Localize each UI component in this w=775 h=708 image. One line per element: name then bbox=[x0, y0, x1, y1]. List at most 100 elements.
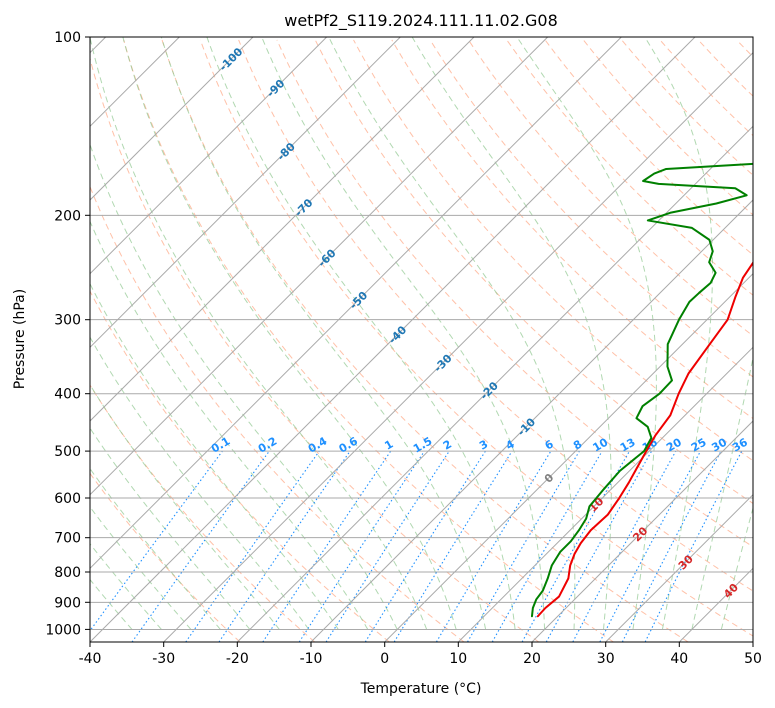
dry-adiabat-line bbox=[544, 39, 753, 256]
isotherm-line bbox=[90, 37, 475, 422]
mixing-ratio-line bbox=[599, 450, 702, 642]
isobars bbox=[90, 37, 753, 630]
isotherm-line bbox=[752, 641, 753, 642]
moist-adiabat-line bbox=[90, 467, 221, 630]
dry-adiabat-line bbox=[90, 472, 241, 642]
isotherm-line bbox=[90, 37, 254, 201]
isotherm-line bbox=[163, 51, 753, 642]
moist-adiabat-line bbox=[720, 506, 753, 630]
plot-area: 0.1 0.2 0.4 0.6 1 1.5 2 3 4 6 8 10 13 16 20 25 30 360-10-… bbox=[90, 37, 753, 642]
dry-adiabat-line bbox=[238, 39, 753, 592]
mixing-ratio-line bbox=[435, 450, 552, 642]
mixing-ratio-line bbox=[545, 450, 653, 642]
dry-adiabat-line bbox=[582, 39, 753, 216]
x-tick-label: 40 bbox=[670, 651, 688, 667]
moist-adiabat-line bbox=[90, 220, 369, 630]
moist-adiabat-line bbox=[90, 543, 162, 630]
mixing-ratio-line bbox=[218, 450, 351, 642]
moist-adiabat-line bbox=[90, 37, 428, 630]
isotherm-line bbox=[90, 37, 401, 349]
y-tick-label: 800 bbox=[54, 565, 81, 581]
y-tick-label: 400 bbox=[54, 387, 81, 403]
mixing-ratio-label: 25 bbox=[689, 436, 709, 455]
isotherm-line bbox=[236, 125, 753, 642]
x-tick-label: 20 bbox=[523, 651, 541, 667]
mixing-ratio-line bbox=[298, 450, 425, 642]
x-axis-label: Temperature (°C) bbox=[360, 681, 482, 697]
dry-adiabat-line bbox=[90, 185, 465, 642]
y-tick-label: 600 bbox=[54, 491, 81, 507]
mixing-ratio-line bbox=[131, 450, 270, 642]
mixing-ratio-line bbox=[621, 450, 722, 642]
x-tick-label: 30 bbox=[597, 651, 615, 667]
mixing-ratio-label: 20 bbox=[664, 435, 684, 454]
y-axis-label: Pressure (hPa) bbox=[12, 289, 28, 389]
plot-frame bbox=[89, 36, 754, 643]
dry-adiabat-line bbox=[123, 39, 614, 642]
dry-adiabat-line bbox=[90, 384, 315, 642]
moist-adiabat-line bbox=[122, 37, 457, 630]
mixing-ratio-label: 0.4 bbox=[306, 434, 330, 455]
dry-adiabat-line bbox=[314, 39, 753, 505]
dry-adiabat-line bbox=[90, 290, 390, 642]
mixing-ratio-label: 0.6 bbox=[337, 434, 361, 455]
moist-adiabat-line bbox=[328, 37, 576, 630]
x-tick-label: 10 bbox=[449, 651, 467, 667]
isotherm-line bbox=[531, 420, 753, 642]
isotherm-line bbox=[678, 567, 753, 642]
mixing-ratio-label: 1.5 bbox=[411, 435, 434, 456]
dry-adiabat-line bbox=[353, 39, 753, 462]
y-tick-label: 200 bbox=[54, 208, 81, 224]
dry-adiabat-label: 30 bbox=[676, 552, 696, 572]
dry-adiabat-line bbox=[276, 39, 753, 548]
dry-adiabat-line bbox=[468, 39, 753, 337]
moist-adiabat-line bbox=[90, 143, 398, 630]
moist-adiabat-line bbox=[90, 578, 133, 630]
dry-adiabat-line bbox=[391, 39, 753, 420]
mixing-ratio-line bbox=[644, 450, 743, 642]
mixing-ratio-line bbox=[572, 450, 677, 642]
isotherm-line bbox=[90, 37, 549, 496]
dry-adiabat-line bbox=[736, 39, 753, 58]
mixing-ratio-label: 6 bbox=[543, 437, 556, 452]
dry-adiabat-line bbox=[199, 39, 753, 637]
axes: -40 -30 -20 -10 0 10 20 30 40 5010009008007006005… bbox=[45, 30, 762, 667]
isotherm-line bbox=[90, 37, 622, 570]
moist-adiabat-label: -90 bbox=[264, 77, 287, 100]
mixing-ratio-line bbox=[90, 450, 223, 632]
mixing-ratio-line bbox=[364, 450, 486, 642]
moist-adiabat-line bbox=[90, 506, 192, 630]
mixing-ratio-line bbox=[185, 450, 320, 642]
chart-title: wetPf2_S119.2024.111.11.02.G08 bbox=[284, 11, 558, 31]
moist-adiabat-line bbox=[90, 427, 251, 630]
moist-adiabat-line bbox=[644, 37, 714, 630]
mixing-ratio-label: 3 bbox=[477, 438, 490, 453]
mixing-ratio-label: 1 bbox=[382, 438, 395, 453]
isopleth-labels: 0.1 0.2 0.4 0.6 1 1.5 2 3 4 6 8 10 13 16 20 25 30 360-10-… bbox=[209, 45, 750, 601]
moist-adiabat-label: 0 bbox=[542, 471, 557, 486]
y-tick-label: 500 bbox=[54, 444, 81, 460]
mixing-ratio-label: 0.2 bbox=[256, 435, 279, 456]
y-tick-label: 900 bbox=[54, 595, 81, 611]
moist-adiabats bbox=[90, 37, 753, 630]
y-tick-label: 100 bbox=[54, 30, 81, 46]
moist-adiabat-line bbox=[411, 37, 612, 630]
mixing-ratio-line bbox=[393, 450, 513, 642]
dry-adiabat-line bbox=[659, 39, 753, 137]
mixing-ratio-label: 0.1 bbox=[209, 435, 232, 456]
mixing-ratio-label: 4 bbox=[504, 437, 517, 452]
isotherm-line bbox=[605, 493, 753, 642]
moist-adiabat-line bbox=[90, 282, 339, 630]
x-tick-label: -40 bbox=[79, 651, 102, 667]
mixing-ratio-line bbox=[325, 450, 450, 642]
moist-adiabat-line bbox=[90, 336, 310, 630]
mixing-ratio-label: 10 bbox=[590, 435, 610, 454]
moist-adiabat-label: -50 bbox=[347, 289, 370, 312]
dry-adiabat-line bbox=[429, 39, 753, 378]
dry-adiabat-line bbox=[621, 39, 753, 176]
moist-adiabat-line bbox=[206, 37, 516, 630]
isotherm-line bbox=[310, 199, 753, 642]
isotherm-line bbox=[90, 37, 696, 642]
moist-adiabat-line bbox=[516, 37, 657, 630]
